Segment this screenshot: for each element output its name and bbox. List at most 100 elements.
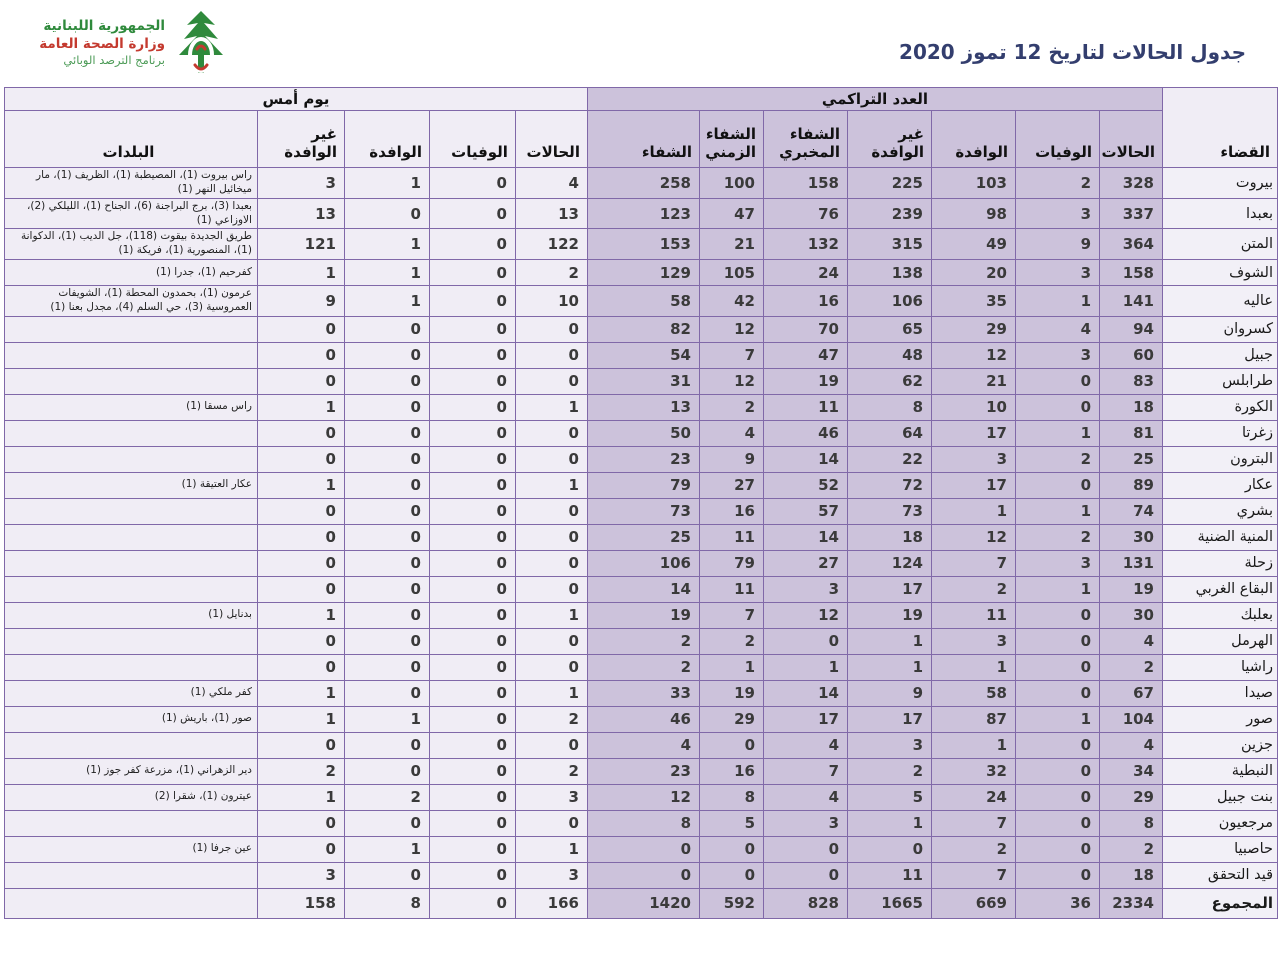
cum-recovery: 13 [586,393,701,421]
towns-cell [3,575,258,603]
cum-deaths: 0 [1015,757,1100,785]
cum-imported: 35 [931,285,1016,317]
cum-lab_recovery: 0 [763,627,848,655]
cum-recovery: 50 [586,419,701,447]
yest-non_imported: 0 [256,653,345,681]
towns-cell: بدنايل (1) [3,601,258,629]
yest-deaths: 0 [428,341,516,369]
district-row: الكورة 18 0 10 8 11 2 13 1 0 0 1 راس مسقا (1) [3,393,1278,421]
towns-cell: عيترون (1)، شقرا (2) [3,783,258,811]
header-yest-imported: الوافدة [343,110,430,168]
yest-cases: 1 [514,679,588,707]
district-cell: راشيا [1162,653,1278,681]
cum-deaths: 0 [1015,783,1100,811]
yest-non_imported: 0 [256,627,345,655]
district-cell: عاليه [1162,285,1278,317]
yest-deaths: 0 [428,197,516,230]
yest-deaths: 0 [428,471,516,499]
cum-imported: 17 [931,419,1016,447]
cum-imported: 7 [931,549,1016,577]
yest-cases: 2 [514,259,588,287]
logo-line-ministry: وزارة الصحة العامة [39,36,165,53]
yest-non_imported: 158 [256,887,345,919]
yest-non_imported: 1 [256,679,345,707]
district-row: زغرتا 81 1 17 64 46 4 50 0 0 0 0 [3,419,1278,447]
yest-imported: 0 [343,419,430,447]
cum-imported: 3 [931,445,1016,473]
cum-recovery: 33 [586,679,701,707]
yest-non_imported: 0 [256,549,345,577]
yest-deaths: 0 [428,523,516,551]
yest-deaths: 0 [428,679,516,707]
cum-lab_recovery: 3 [763,809,848,837]
cum-non_imported: 17 [847,705,932,733]
yest-non_imported: 13 [256,197,345,230]
cum-imported: 669 [931,887,1016,919]
cum-non_imported: 17 [847,575,932,603]
cum-deaths: 3 [1015,549,1100,577]
towns-cell [3,497,258,525]
cum-recovery: 82 [586,315,701,343]
cum-non_imported: 3 [847,731,932,759]
yest-deaths: 0 [428,601,516,629]
cum-time_recovery: 29 [699,705,764,733]
yest-imported: 8 [343,887,430,919]
district-cell: صيدا [1162,679,1278,707]
towns-cell: كفر ملكي (1) [3,679,258,707]
towns-cell [3,627,258,655]
yest-deaths: 0 [428,419,516,447]
cum-recovery: 2 [586,627,701,655]
cum-recovery: 19 [586,601,701,629]
district-row: مرجعيون 8 0 7 1 3 5 8 0 0 0 0 [3,809,1278,837]
yest-imported: 2 [343,783,430,811]
cum-time_recovery: 0 [699,731,764,759]
cum-non_imported: 18 [847,523,932,551]
towns-cell [3,367,258,395]
district-cell: جزين [1162,731,1278,759]
cum-non_imported: 73 [847,497,932,525]
district-row: جزين 4 0 1 3 4 0 4 0 0 0 0 [3,731,1278,759]
district-row: عكار 89 0 17 72 52 27 79 1 0 0 1 عكار العتيقة (1) [3,471,1278,499]
yest-cases: 3 [514,783,588,811]
cum-lab_recovery: 47 [763,341,848,369]
district-row: البقاع الغربي 19 1 2 17 3 11 14 0 0 0 0 [3,575,1278,603]
district-row: كسروان 94 4 29 65 70 12 82 0 0 0 0 [3,315,1278,343]
cum-imported: 24 [931,783,1016,811]
yest-non_imported: 0 [256,523,345,551]
cum-time_recovery: 8 [699,783,764,811]
yest-imported: 1 [343,228,430,261]
towns-cell [3,887,258,919]
cum-recovery: 106 [586,549,701,577]
yest-imported: 0 [343,341,430,369]
district-cell: بشري [1162,497,1278,525]
cum-imported: 103 [931,167,1016,199]
district-row: عاليه 141 1 35 106 16 42 58 10 0 1 9 عرمون (1)، بحمد… [3,285,1278,317]
district-row: بعبدا 337 3 98 239 76 47 123 13 0 0 13 بعبدا (3)، بر… [3,197,1278,230]
cum-imported: 12 [931,341,1016,369]
header-towns: البلدات [3,110,258,168]
towns-cell [3,445,258,473]
district-row: صيدا 67 0 58 9 14 19 33 1 0 0 1 كفر ملكي (1) [3,679,1278,707]
moph-logo: الجمهورية اللبنانية وزارة الصحة العامة ب… [16,6,231,80]
district-cell: بعبدا [1162,197,1278,230]
towns-cell [3,315,258,343]
district-cell: المنية الضنية [1162,523,1278,551]
cum-cases: 337 [1099,197,1163,230]
yest-non_imported: 0 [256,367,345,395]
cum-cases: 81 [1099,419,1163,447]
cum-cases: 2 [1099,835,1163,863]
header-cum-non-imported: غير الوافدة [847,110,932,168]
yest-cases: 2 [514,705,588,733]
header-cum-lab-recovery: الشفاء المخبري [763,110,848,168]
cum-deaths: 0 [1015,367,1100,395]
cum-time_recovery: 7 [699,341,764,369]
district-row: بنت جبيل 29 0 24 5 4 8 12 3 0 2 1 عيترون (1)، شقرا (… [3,783,1278,811]
cum-deaths: 0 [1015,393,1100,421]
yest-deaths: 0 [428,367,516,395]
yest-imported: 1 [343,167,430,199]
yest-cases: 1 [514,471,588,499]
cum-deaths: 9 [1015,228,1100,261]
cum-non_imported: 48 [847,341,932,369]
yest-cases: 13 [514,197,588,230]
towns-cell [3,549,258,577]
